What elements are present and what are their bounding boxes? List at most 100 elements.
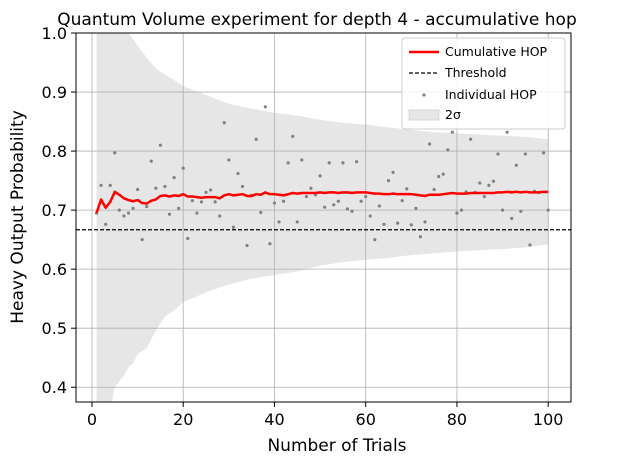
- individual-hop-point: [181, 166, 185, 170]
- individual-hop-point: [145, 204, 149, 209]
- individual-hop-point: [323, 205, 327, 209]
- cumulative-line-layer: [95, 190, 549, 214]
- y-tick-label: 0.6: [42, 260, 67, 279]
- individual-hop-point: [218, 214, 222, 218]
- individual-hop-point: [240, 184, 245, 189]
- sigma-band-layer: [96, 33, 549, 402]
- individual-hop-point: [500, 208, 505, 212]
- legend-cumulative-label: Cumulative HOP: [445, 44, 548, 59]
- individual-hop-point: [437, 174, 441, 179]
- x-tick-label: 0: [87, 410, 97, 429]
- cumulative-hop-line: [95, 190, 549, 214]
- individual-hop-point: [400, 199, 404, 203]
- individual-hop-point: [459, 208, 464, 212]
- individual-hop-point: [487, 183, 491, 187]
- individual-hop-point: [304, 194, 308, 199]
- individual-hop-point: [131, 206, 135, 210]
- individual-hop-point: [478, 181, 482, 185]
- legend-band-swatch: [408, 109, 440, 121]
- individual-hop-point: [368, 214, 372, 218]
- individual-hop-point: [336, 199, 340, 203]
- x-tick-label: 80: [447, 410, 467, 429]
- y-tick-label: 0.8: [42, 142, 67, 161]
- individual-hop-point: [254, 137, 258, 141]
- individual-hop-point: [455, 211, 459, 215]
- individual-hop-point: [327, 161, 331, 165]
- individual-hop-point: [405, 187, 409, 191]
- individual-hop-point: [446, 148, 450, 152]
- individual-hop-point: [108, 183, 112, 187]
- individual-hop-point: [231, 225, 235, 229]
- individual-hop-point: [491, 179, 496, 183]
- x-tick-label: 20: [173, 410, 193, 429]
- individual-hop-point: [295, 220, 299, 224]
- individual-hop-point: [510, 216, 514, 220]
- legend-individual-label: Individual HOP: [445, 87, 537, 102]
- individual-hop-point: [117, 208, 121, 212]
- individual-hop-point: [542, 151, 546, 155]
- individual-hop-point: [546, 208, 550, 212]
- individual-hop-point: [158, 143, 162, 147]
- individual-hop-point: [373, 238, 377, 242]
- individual-hop-point: [482, 194, 486, 199]
- individual-hop-point: [177, 206, 181, 210]
- individual-hop-point: [341, 161, 345, 165]
- individual-hop-point: [190, 199, 194, 203]
- y-tick-label: 0.4: [42, 378, 67, 397]
- individual-hop-point: [523, 152, 527, 156]
- individual-hop-point: [140, 238, 144, 242]
- individual-hop-point: [195, 211, 199, 215]
- individual-hop-point: [309, 186, 313, 190]
- legend-box: [401, 37, 566, 130]
- individual-hop-point: [104, 222, 108, 226]
- individual-hop-point: [409, 223, 413, 227]
- legend-individual-swatch: [422, 93, 426, 97]
- individual-hop-point: [354, 160, 359, 164]
- y-tick-label: 1.0: [42, 24, 67, 43]
- individual-hop-point: [377, 204, 381, 208]
- individual-hop-point: [469, 137, 473, 141]
- x-tick-label: 60: [356, 410, 376, 429]
- individual-hop-point: [268, 242, 272, 246]
- plot-frame: [75, 32, 572, 403]
- individual-hop-point: [213, 200, 217, 204]
- individual-hop-point: [222, 121, 226, 125]
- individual-hop-point: [236, 171, 240, 176]
- individual-hop-point: [300, 158, 304, 162]
- individual-hop-point: [418, 235, 423, 239]
- individual-hop-point: [528, 243, 532, 247]
- individual-hop-point: [519, 209, 523, 213]
- y-tick-label: 0.7: [42, 201, 67, 220]
- individual-hop-point: [432, 187, 436, 192]
- individual-hop-point: [332, 203, 336, 207]
- individual-hop-point: [126, 211, 131, 215]
- individual-hop-point: [423, 220, 427, 224]
- x-tick-label: 100: [533, 410, 564, 429]
- individual-hop-point: [496, 152, 500, 156]
- individual-hop-point: [364, 194, 368, 199]
- individual-hop-point: [227, 158, 231, 162]
- sigma-band: [96, 33, 549, 402]
- individual-hop-point: [199, 200, 204, 204]
- individual-hop-point: [505, 130, 509, 134]
- legend-band-label: 2σ: [445, 107, 461, 122]
- individual-hop-point: [396, 221, 400, 225]
- individual-hop-point: [186, 236, 190, 241]
- individual-hop-point: [208, 188, 213, 192]
- individual-hop-point: [135, 187, 140, 192]
- individual-hop-point: [204, 190, 208, 195]
- individual-points-layer: [94, 105, 550, 248]
- tick-layer: 0 20 40 60 80 100 0.4 0.5 0.6 0.7 0.8 0.9 1.0: [42, 24, 564, 429]
- individual-hop-point: [427, 142, 432, 146]
- individual-hop-point: [382, 222, 386, 226]
- individual-hop-point: [450, 130, 454, 134]
- y-tick-label: 0.5: [42, 319, 67, 338]
- legend-threshold-label: Threshold: [444, 65, 507, 80]
- individual-hop-point: [245, 243, 249, 248]
- individual-hop-point: [263, 105, 267, 109]
- individual-hop-point: [350, 209, 354, 213]
- individual-hop-point: [281, 199, 286, 203]
- individual-hop-point: [259, 210, 263, 215]
- individual-hop-point: [291, 134, 295, 138]
